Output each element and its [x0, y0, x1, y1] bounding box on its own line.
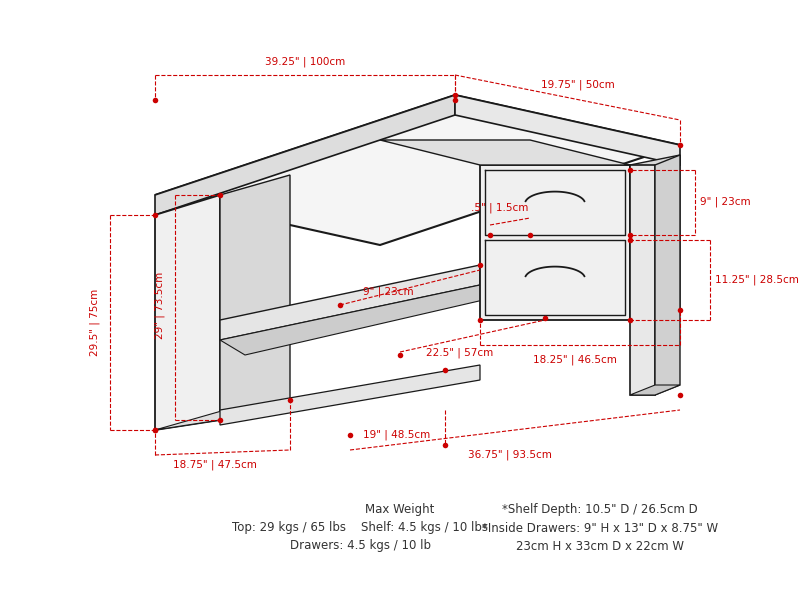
Text: Max Weight: Max Weight: [366, 503, 434, 517]
Text: *Shelf Depth: 10.5" D / 26.5cm D: *Shelf Depth: 10.5" D / 26.5cm D: [502, 503, 698, 517]
Text: 39.25" | 100cm: 39.25" | 100cm: [265, 57, 345, 67]
Polygon shape: [220, 175, 290, 420]
Polygon shape: [380, 140, 630, 165]
Text: Drawers: 4.5 kgs / 10 lb: Drawers: 4.5 kgs / 10 lb: [290, 539, 430, 553]
Text: 23cm H x 33cm D x 22cm W: 23cm H x 33cm D x 22cm W: [516, 539, 684, 553]
Polygon shape: [155, 95, 680, 245]
Text: *Inside Drawers: 9" H x 13" D x 8.75" W: *Inside Drawers: 9" H x 13" D x 8.75" W: [482, 521, 718, 535]
Polygon shape: [630, 155, 680, 320]
Polygon shape: [480, 165, 630, 320]
Polygon shape: [220, 285, 505, 355]
Polygon shape: [155, 195, 220, 430]
Text: .5" | 1.5cm: .5" | 1.5cm: [471, 203, 529, 213]
Polygon shape: [455, 95, 680, 165]
Text: 11.25" | 28.5cm: 11.25" | 28.5cm: [715, 275, 799, 285]
Text: 22.5" | 57cm: 22.5" | 57cm: [426, 348, 494, 358]
Text: 9" | 23cm: 9" | 23cm: [362, 287, 414, 297]
Text: 29.5" | 75cm: 29.5" | 75cm: [90, 289, 100, 356]
Polygon shape: [655, 155, 680, 395]
Polygon shape: [630, 165, 655, 395]
Polygon shape: [220, 365, 480, 425]
Polygon shape: [220, 265, 480, 340]
Text: Top: 29 kgs / 65 lbs    Shelf: 4.5 kgs / 10 lbs: Top: 29 kgs / 65 lbs Shelf: 4.5 kgs / 10…: [232, 521, 488, 535]
Text: 36.75" | 93.5cm: 36.75" | 93.5cm: [468, 450, 552, 460]
Text: 18.75" | 47.5cm: 18.75" | 47.5cm: [173, 460, 257, 470]
Polygon shape: [155, 400, 290, 430]
Text: 19" | 48.5cm: 19" | 48.5cm: [363, 430, 430, 440]
Text: 29" | 73.5cm: 29" | 73.5cm: [154, 271, 166, 338]
Polygon shape: [155, 95, 455, 215]
Text: 9" | 23cm: 9" | 23cm: [700, 197, 750, 207]
Text: 19.75" | 50cm: 19.75" | 50cm: [541, 80, 615, 90]
Polygon shape: [630, 385, 680, 395]
Text: 18.25" | 46.5cm: 18.25" | 46.5cm: [533, 355, 617, 365]
